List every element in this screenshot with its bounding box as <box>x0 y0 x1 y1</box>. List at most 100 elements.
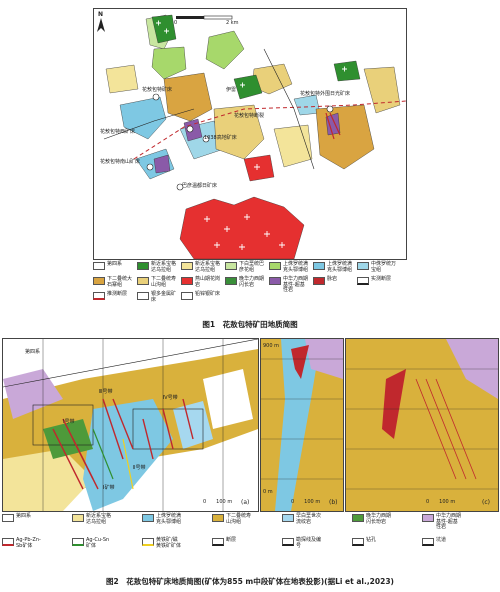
fig1-legend-swatch <box>137 262 149 270</box>
fig1-legend-label: 第四系 <box>107 261 123 267</box>
fig1-legend-label: 实测断层 <box>371 276 392 282</box>
fig1-legend-label: 脉岩 <box>327 276 338 282</box>
fig2-legend-swatch <box>142 538 154 546</box>
fig2-legend-swatch <box>212 514 224 522</box>
north-arrow-icon <box>97 18 105 32</box>
fig1-legend-swatch <box>357 277 369 285</box>
label-deposit-south: 花敖包特南山矿床 <box>100 159 141 165</box>
fig1-legend-label: 上侏罗统满克头鄂博组 <box>283 261 309 273</box>
panel-b-depth-top: 900 m <box>263 343 280 349</box>
panel-a-label-quaternary: 第四系 <box>25 349 41 355</box>
panel-a-label-zone-3: Ⅲ号带 <box>99 389 113 395</box>
fig2-legend-label: Ag-Pb-Zn-Sb矿体 <box>16 537 41 549</box>
fig2-legend-swatch <box>2 514 14 522</box>
label-deposit-main: 花敖包特矿床 <box>142 87 173 93</box>
fig1-legend-swatch <box>181 277 193 285</box>
panel-b-scale: 0 100 m <box>291 499 321 505</box>
fig1-legend-label: 中华力西期基性-超基性岩 <box>283 276 309 293</box>
panel-a-label-zone-4: Ⅳ号带 <box>163 395 178 401</box>
fig1-legend-label: 中侏罗统万宝组 <box>371 261 397 273</box>
scale-end: 2 km <box>226 20 239 26</box>
fig1-legend-swatch <box>313 262 325 270</box>
figure1-legend: 第四系 新近系宝格达乌拉组 新近系宝格达乌拉组 下白垩统巴彦花组 上侏罗统满克头鄂博组 上… <box>93 261 405 306</box>
fig1-legend-label: 银多金属矿床 <box>151 291 177 303</box>
figure2-panel-c: 0 100 m (c) <box>345 338 499 512</box>
fig2-legend-swatch <box>72 514 84 522</box>
fig2-legend-label: 勘探线及编号 <box>296 537 322 549</box>
figure2-panel-b: 900 m 0 m 0 100 m (b) <box>260 338 344 512</box>
figure1-caption: 图1 花敖包特矿田地质简图 <box>202 320 298 329</box>
fig1-legend-swatch <box>313 277 325 285</box>
label-deposit-ilm: 伊雷 <box>226 87 237 93</box>
panel-a-scale: 0 100 m <box>203 499 233 505</box>
fig2-legend-swatch <box>282 514 294 522</box>
fig2-legend-label: 上侏罗统满克头鄂博组 <box>156 513 182 525</box>
panel-a-tag: (a) <box>241 499 250 506</box>
panel-a-label-zone-1: Ⅰ号带 <box>63 419 75 425</box>
fig2-legend-label: 黄铁矿/磁黄铁矿矿体 <box>156 537 182 549</box>
fig2-legend-label: 坑道 <box>436 537 447 543</box>
scale-bar <box>176 15 233 20</box>
panel-c-scale: 0 100 m <box>426 499 456 505</box>
fig1-legend-swatch <box>93 262 105 270</box>
panel-c-tag: (c) <box>482 499 490 506</box>
fig2-legend-label: 断层 <box>226 537 237 543</box>
fig2-legend-label: 钻孔 <box>366 537 377 543</box>
fig2-legend-swatch <box>422 538 434 546</box>
fig1-legend-label: 铅锌银矿床 <box>195 291 221 297</box>
panel-b-tag: (b) <box>329 499 338 506</box>
fig2-legend-label: 下二叠统寿山沟组 <box>226 513 252 525</box>
fig2-legend-label: 第四系 <box>16 513 32 519</box>
fig2-legend-swatch <box>282 538 294 546</box>
label-deposit-east: 花敖包特外围日光矿床 <box>300 91 351 97</box>
fig1-legend-swatch <box>357 262 369 270</box>
fig1-legend-swatch <box>137 292 149 300</box>
fig2-legend-label: 新近系宝格达乌拉组 <box>86 513 112 525</box>
figure2-panel-a: 第四系 Ⅰ号带 Ⅲ号带 Ⅳ号带 Ⅱ号带 Ⅰ矿带 0 100 m (a) <box>2 338 259 512</box>
fig2-legend-swatch <box>352 538 364 546</box>
panel-a-map <box>3 339 258 511</box>
fig1-legend-label: 晚华力西期闪长岩 <box>239 276 265 288</box>
figure2-legend: 第四系 新近系宝格达乌拉组 上侏罗统满克头鄂博组 下二叠统寿山沟组 早白垩世次流纹岩 晚华… <box>2 513 498 570</box>
fig2-legend-swatch <box>352 514 364 522</box>
fig1-legend-swatch <box>93 277 105 285</box>
fig1-legend-swatch <box>225 262 237 270</box>
figure1-map-panel: N 0 2 km 花敖包特矿床 花敖包特外围日光矿床 花敖包特西矿床 花敖包特南… <box>93 8 407 260</box>
figure1-map <box>94 9 406 259</box>
panel-a-label-zone-2: Ⅱ号带 <box>133 465 146 471</box>
fig1-legend-swatch <box>181 292 193 300</box>
fig1-legend-label: 下白垩统巴彦花组 <box>239 261 265 273</box>
fig2-legend-swatch <box>72 538 84 546</box>
label-fault: 花敖包特断裂 <box>234 113 265 119</box>
fig2-legend-label: Ag-Cu-Sn矿体 <box>86 537 110 549</box>
fig1-legend-label: 燕山期花岗岩 <box>195 276 221 288</box>
north-arrow-label: N <box>98 11 104 18</box>
fig1-legend-label: 新近系宝格达乌拉组 <box>151 261 177 273</box>
fig1-legend-swatch <box>269 277 281 285</box>
fig1-legend-label: 推测断层 <box>107 291 128 297</box>
fig2-legend-label: 早白垩世次流纹岩 <box>296 513 322 525</box>
fig1-legend-swatch <box>269 262 281 270</box>
fig1-legend-swatch <box>137 277 149 285</box>
fig2-legend-swatch <box>212 538 224 546</box>
panel-b-section <box>261 339 343 511</box>
label-deposit-bayan: 巴彦温都日矿床 <box>182 183 218 189</box>
panel-c-section <box>346 339 498 511</box>
fig1-legend-label: 新近系宝格达乌拉组 <box>195 261 221 273</box>
panel-b-depth-bottom: 0 m <box>263 489 273 495</box>
figure2-caption: 图2 花敖包特矿床地质简图(矿体为855 m中段矿体在地表投影)(据Li et … <box>106 577 394 586</box>
fig1-legend-swatch <box>181 262 193 270</box>
fig2-legend-swatch <box>2 538 14 546</box>
fig1-legend-swatch <box>93 292 105 300</box>
fig2-legend-label: 晚华力西期闪长玢岩 <box>366 513 392 525</box>
fig2-legend-label: 中华力西期基性-超基性岩 <box>436 513 462 530</box>
fig2-legend-swatch <box>422 514 434 522</box>
fig1-legend-label: 下二叠统寿山沟组 <box>151 276 177 288</box>
panel-a-label-ore-belt: Ⅰ矿带 <box>103 485 115 491</box>
label-hill-1038: 1038高地矿床 <box>204 135 237 141</box>
scale-start: 0 <box>174 20 178 26</box>
fig1-legend-label: 上侏罗统满克头鄂博组 <box>327 261 353 273</box>
label-deposit-west: 花敖包特西矿床 <box>100 129 136 135</box>
fig1-legend-label: 下二叠统大石寨组 <box>107 276 133 288</box>
fig1-legend-swatch <box>225 277 237 285</box>
